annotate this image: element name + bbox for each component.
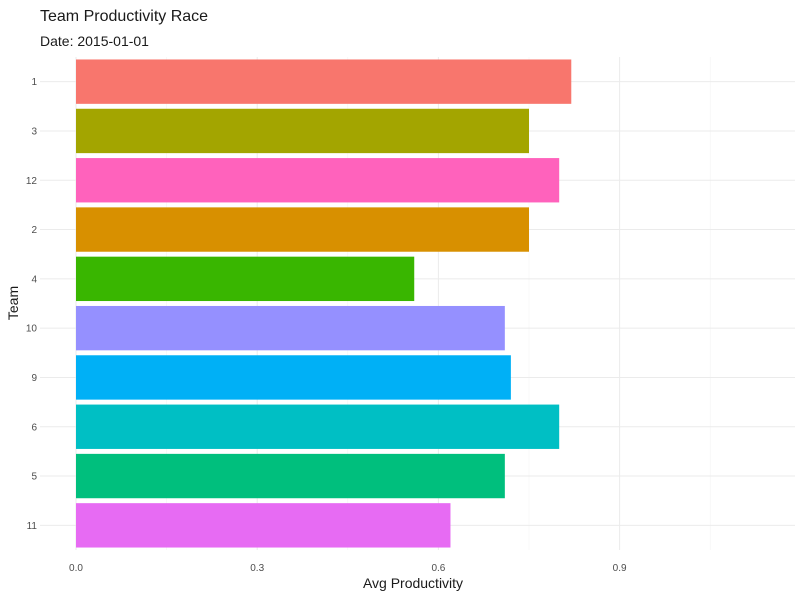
bar-team-5 bbox=[76, 453, 505, 499]
y-axis-title: Team bbox=[5, 286, 21, 320]
x-tick-label: 0.3 bbox=[250, 563, 264, 574]
bar-team-9 bbox=[76, 355, 511, 400]
tick-labels: 1 3 12 2 4 10 9 6 5 11 0.0 0.3 0.6 0.9 bbox=[26, 77, 627, 574]
x-axis-title: Avg Productivity bbox=[363, 575, 463, 591]
bar-team-1 bbox=[76, 59, 572, 104]
bars bbox=[76, 59, 572, 548]
chart-title: Team Productivity Race bbox=[40, 8, 208, 25]
x-tick-label: 0.6 bbox=[431, 563, 445, 574]
y-tick-label: 12 bbox=[26, 176, 38, 187]
y-tick-label: 3 bbox=[31, 126, 37, 137]
bar-team-4 bbox=[76, 256, 415, 302]
x-tick-label: 0.9 bbox=[613, 563, 627, 574]
bar-team-3 bbox=[76, 108, 529, 154]
bar-team-12 bbox=[76, 158, 560, 203]
y-tick-label: 5 bbox=[31, 472, 37, 483]
y-tick-label: 1 bbox=[31, 77, 37, 88]
bar-team-10 bbox=[76, 305, 505, 351]
chart-subtitle: Date: 2015-01-01 bbox=[40, 33, 149, 49]
y-tick-label: 11 bbox=[27, 521, 38, 532]
y-tick-label: 10 bbox=[26, 324, 38, 335]
y-tick-label: 2 bbox=[31, 225, 37, 236]
y-tick-label: 9 bbox=[31, 373, 37, 384]
bar-team-6 bbox=[76, 404, 560, 449]
bar-team-11 bbox=[76, 503, 451, 548]
x-tick-label: 0.0 bbox=[69, 563, 83, 574]
bar-team-2 bbox=[76, 207, 529, 252]
y-tick-label: 6 bbox=[31, 422, 37, 433]
y-tick-label: 4 bbox=[31, 274, 37, 285]
